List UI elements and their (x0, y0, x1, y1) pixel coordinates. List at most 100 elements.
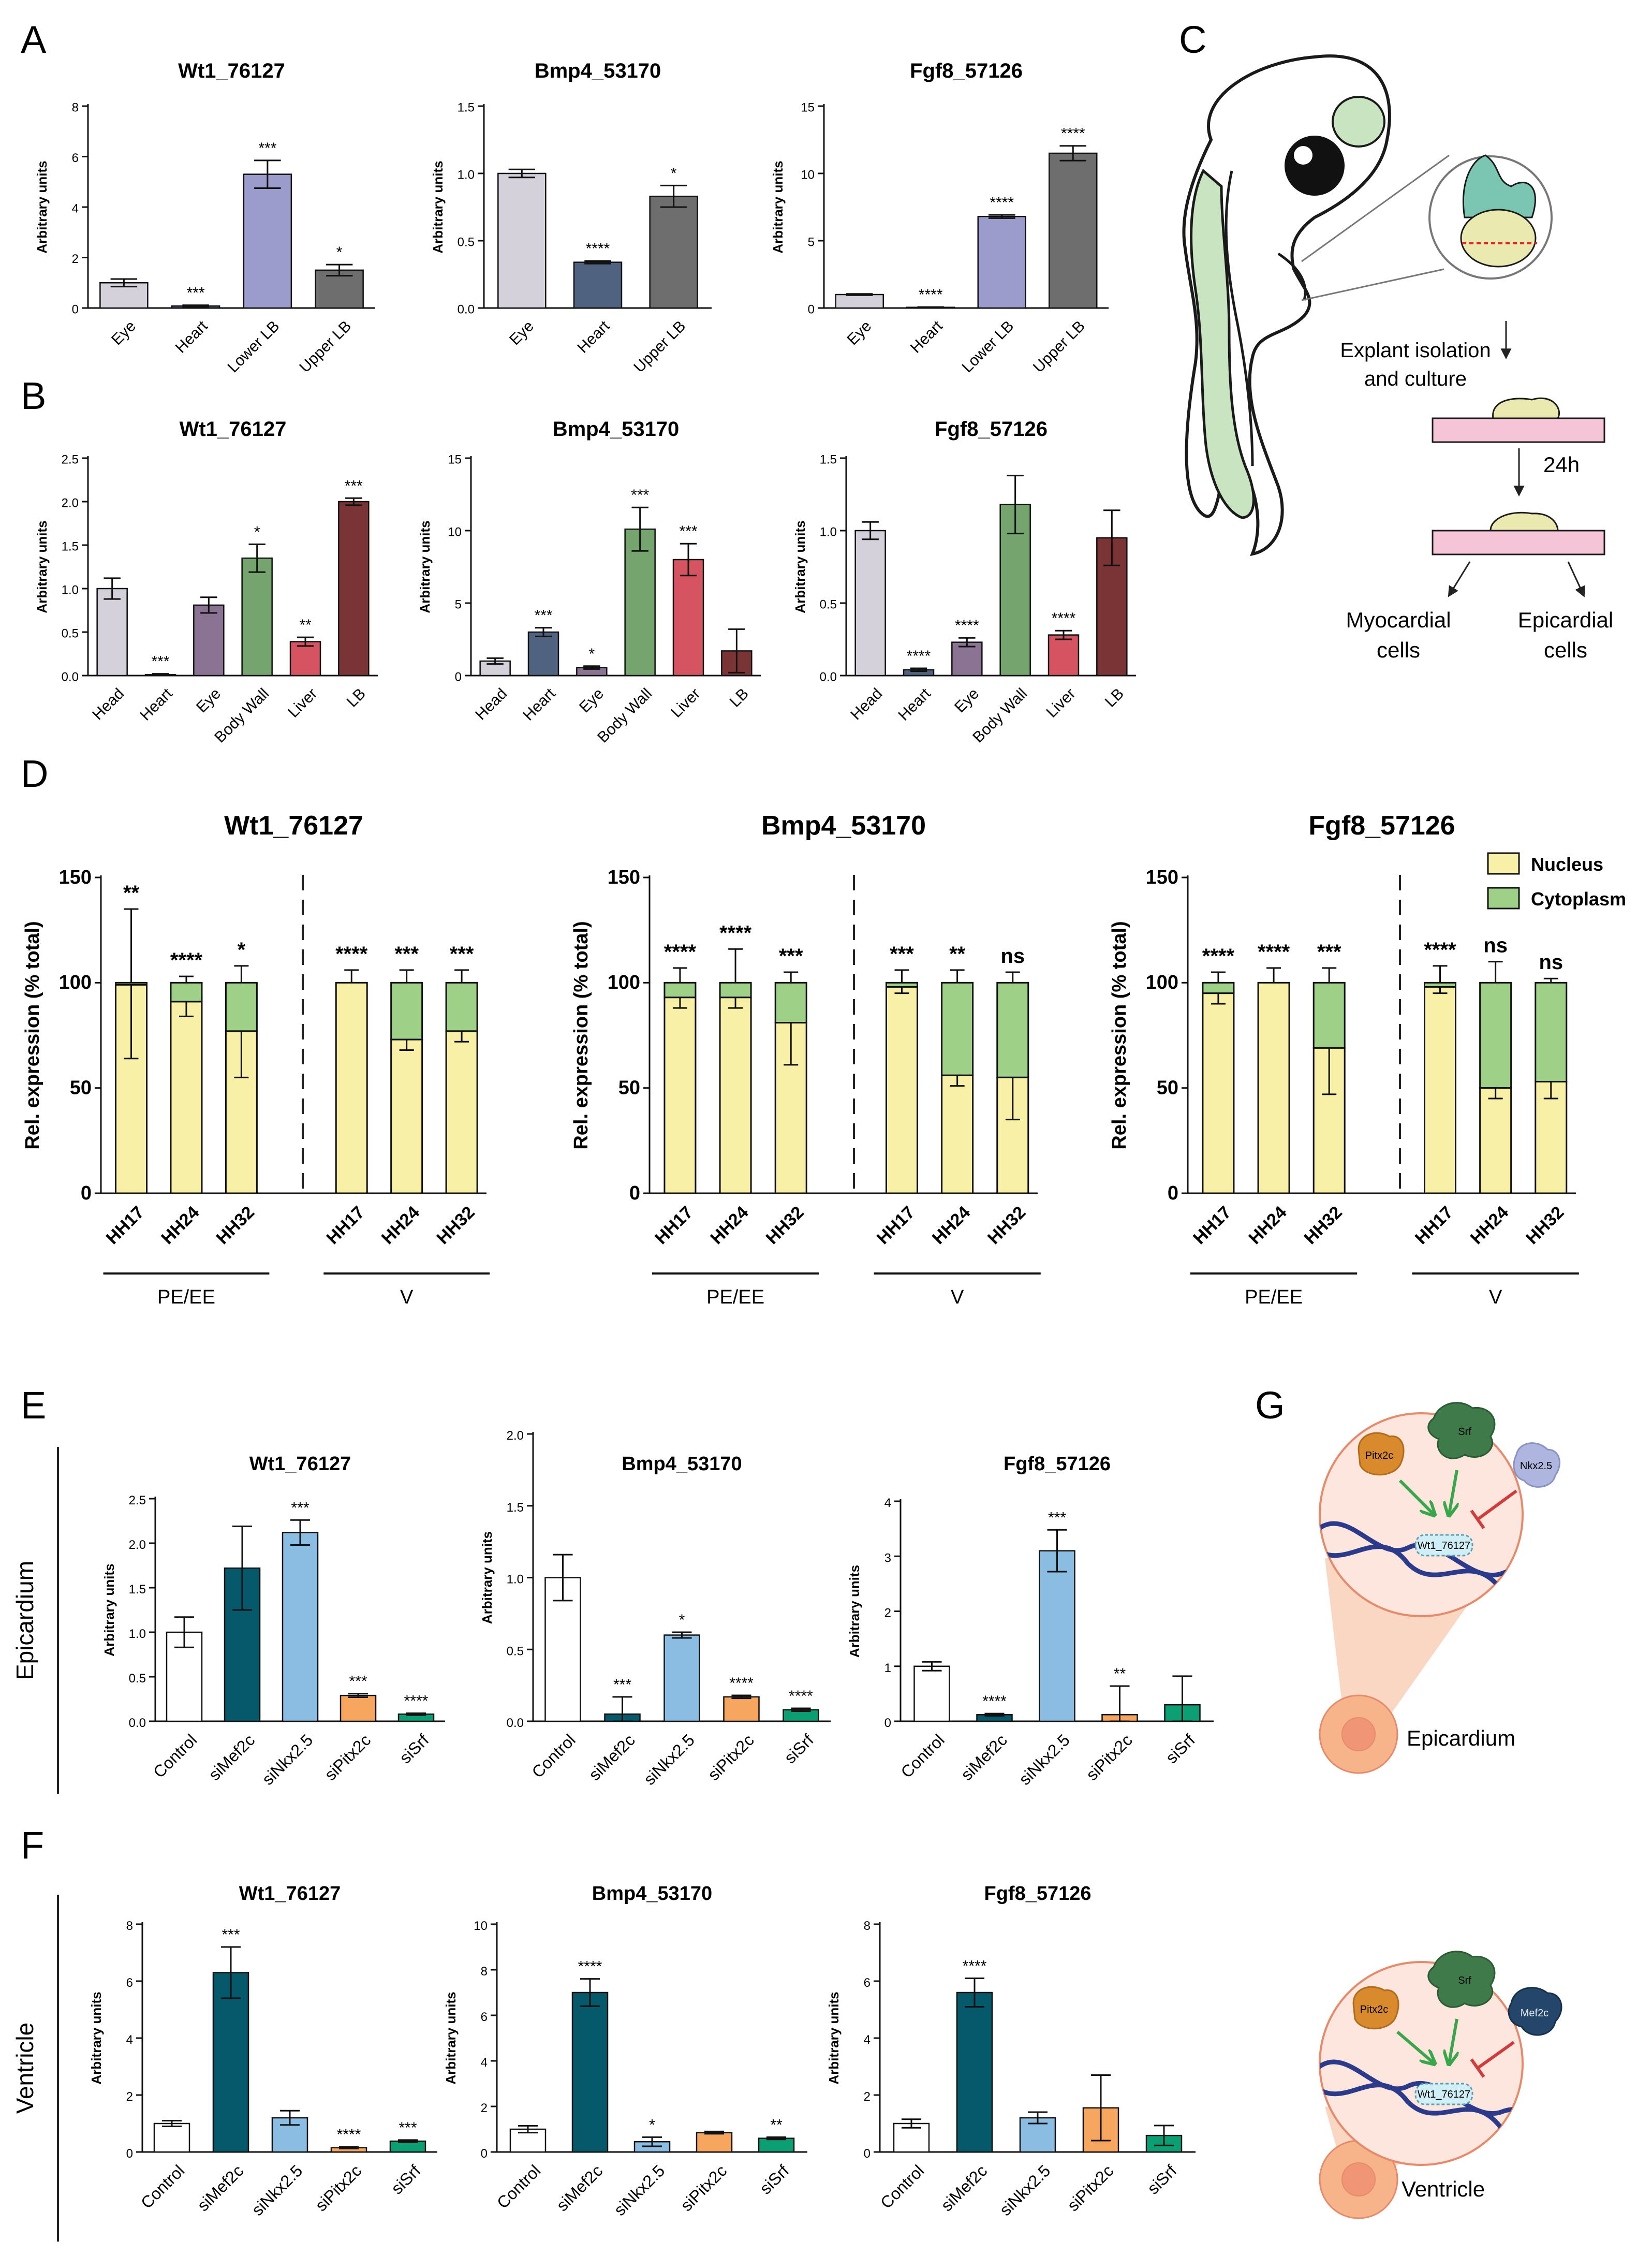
a1-ytick-label-1: 2 (72, 252, 79, 266)
b3-ytick-label-1: 0.5 (820, 598, 837, 612)
f2-ytick-label-2: 4 (481, 2056, 488, 2070)
f3-xlabel-0: Control (877, 2161, 927, 2212)
a2-ylabel: Arbitrary units (430, 160, 446, 253)
e1-title: Wt1_76127 (249, 1453, 351, 1475)
f2-xlabel-2: siNkx2.5 (610, 2161, 668, 2219)
d3-sig-1: **** (1258, 941, 1290, 963)
a1-ytick-label-4: 8 (72, 101, 79, 115)
embryo-somite-band (1225, 170, 1254, 466)
f1-xlabel-1: siMef2c (194, 2161, 247, 2215)
e2-ytick-label-3: 1.5 (507, 1501, 524, 1515)
f1-ylabel: Arbitrary units (89, 1992, 104, 2084)
b1-sig-1: *** (151, 653, 169, 670)
d2-xlabel-3: HH17 (873, 1203, 919, 1248)
f3-bar-1 (956, 1992, 993, 2153)
d1-sig-5: *** (450, 943, 474, 965)
d3-xlabel-3: HH17 (1411, 1203, 1457, 1248)
b1-bar-4 (289, 641, 321, 677)
explant-step-line1: Explant isolation (1340, 339, 1491, 362)
a3-xlabel-1: Heart (907, 317, 947, 357)
b2-ytick-label-0: 0 (455, 670, 462, 684)
e2-ytick-label-0: 0.0 (507, 1716, 524, 1730)
f2-ytick-label-1: 2 (481, 2101, 488, 2115)
d3-bar-nucleus-3 (1424, 986, 1456, 1194)
e3-ylabel: Arbitrary units (847, 1565, 862, 1658)
a3-ytick-label-2: 10 (801, 168, 815, 182)
activation-arrow-srf-top (1449, 1470, 1457, 1514)
chart-e-bmp4: Bmp4_53170 Arbitrary units 0.0 0.5 1.0 1.5 2.0… (479, 1429, 831, 1789)
b2-ylabel: Arbitrary units (417, 520, 433, 613)
e1-ylabel: Arbitrary units (101, 1563, 117, 1656)
a1-xlabel-3: Upper LB (296, 317, 355, 376)
legend-swatch-cytoplasm (1487, 887, 1520, 910)
d1-ytick-label-1: 50 (70, 1077, 92, 1099)
e1-xlabel-3: siPitx2c (321, 1731, 374, 1784)
d2-group-label-1: V (951, 1286, 964, 1308)
explant-step-line2: and culture (1364, 368, 1467, 390)
repression-bar-bottom (1470, 2058, 1485, 2078)
b1-ytick-label-5: 2.5 (62, 453, 79, 467)
chart-d-wt1: Wt1_76127 Rel. expression (% total) 0 50 100… (22, 811, 490, 1308)
f1-bar-1 (212, 1972, 249, 2153)
b2-xlabel-1: Heart (520, 685, 559, 724)
b1-bar-2 (193, 604, 225, 677)
a3-ytick-label-3: 15 (801, 101, 815, 115)
embryo-heart-region (1277, 252, 1307, 301)
a1-title: Wt1_76127 (178, 60, 285, 82)
b1-title: Wt1_76127 (180, 418, 287, 441)
b1-sig-3: * (254, 523, 260, 540)
e1-bar-2 (282, 1532, 319, 1722)
chart-b-wt1: Wt1_76127 Arbitrary units 0.0 0.5 1.0 1.5 2.0 2… (34, 418, 378, 746)
e1-sig-3: *** (349, 1673, 367, 1690)
d1-xlabel-4: HH24 (378, 1203, 423, 1248)
d1-group-label-1: V (400, 1286, 414, 1308)
d3-xlabel-2: HH32 (1300, 1203, 1346, 1248)
b2-ytick-label-2: 10 (448, 525, 462, 539)
b2-ytick-label-1: 5 (455, 598, 462, 612)
d2-ytick-label-0: 0 (629, 1182, 640, 1204)
b2-xlabel-0: Head (472, 685, 510, 723)
f1-sig-1: *** (222, 1926, 240, 1943)
b3-bar-4 (1048, 634, 1080, 677)
a1-ylabel: Arbitrary units (34, 160, 50, 253)
repression-arrow-mef2c-bottom (1477, 2041, 1515, 2070)
chart-a-wt1: Wt1_76127 Arbitrary units 0 2 4 6 8 Eye *** Heart… (34, 60, 375, 376)
legend-label-nucleus: Nucleus (1531, 854, 1603, 875)
e2-sig-2: * (679, 1612, 685, 1629)
b3-xlabel-0: Head (847, 685, 886, 723)
b2-sig-3: *** (631, 487, 649, 504)
f1-sig-4: *** (399, 2119, 417, 2136)
zoom-proepicardium (1460, 209, 1537, 268)
d3-title: Fgf8_57126 (1308, 811, 1455, 841)
epicardial-label-2: cells (1544, 638, 1587, 662)
chart-b-fgf8: Fgf8_57126 Arbitrary units 0.0 0.5 1.0 1.5 Hea… (792, 418, 1136, 746)
b3-ytick-label-0: 0.0 (820, 670, 837, 684)
d3-xlabel-4: HH24 (1467, 1203, 1512, 1248)
e3-title: Fgf8_57126 (1004, 1453, 1111, 1475)
d2-bar-nucleus-4 (941, 1074, 974, 1194)
tf-mef2c-bottom: Mef2c (1508, 1987, 1562, 2036)
b1-xlabel-4: Liver (285, 685, 320, 721)
e1-ytick-label-2: 1.0 (129, 1627, 146, 1641)
chart-d-fgf8: Fgf8_57126 Rel. expression (% total) 0 50 10… (1109, 811, 1579, 1308)
d1-sig-4: *** (394, 943, 419, 965)
f2-xlabel-1: siMef2c (553, 2161, 606, 2215)
f1-ytick-label-0: 0 (126, 2147, 133, 2161)
d2-xlabel-1: HH24 (706, 1203, 752, 1248)
a1-xlabel-2: Lower LB (225, 317, 283, 376)
e3-ytick-label-3: 3 (884, 1551, 891, 1565)
d2-xlabel-0: HH17 (651, 1203, 697, 1248)
f3-sig-1: **** (963, 1958, 987, 1975)
e2-sig-4: **** (789, 1688, 813, 1705)
repression-arrow-nkx25-top (1477, 1489, 1517, 1521)
f3-ytick-label-3: 6 (864, 1976, 871, 1990)
d1-xlabel-5: HH32 (433, 1203, 478, 1248)
b3-ytick-label-2: 1.0 (820, 525, 837, 539)
b2-sig-4: *** (679, 523, 697, 540)
f3-xlabel-1: siMef2c (937, 2161, 991, 2215)
d3-bar-cytoplasm-5 (1535, 982, 1568, 1082)
d1-xlabel-0: HH17 (102, 1203, 148, 1248)
tissue-nucleus-top (1341, 1717, 1376, 1751)
b3-ytick-label-3: 1.5 (820, 453, 837, 467)
culture-explant-2 (1489, 511, 1559, 532)
